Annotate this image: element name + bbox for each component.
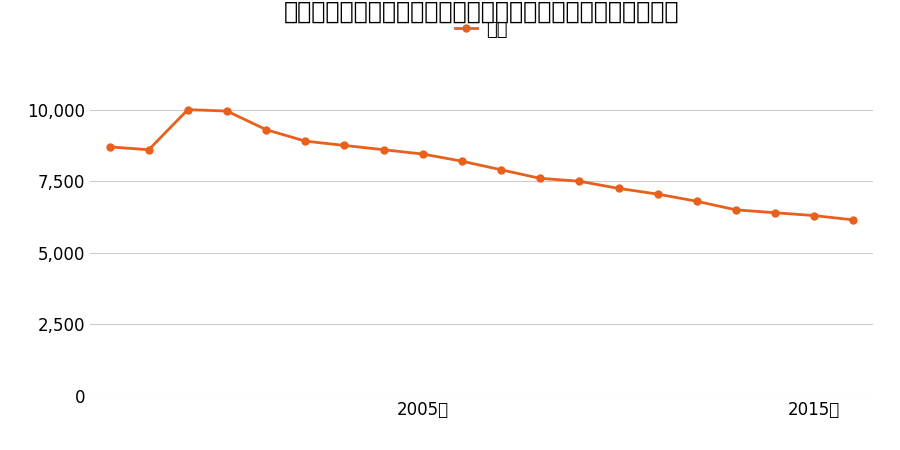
Legend: 価格: 価格 [455, 21, 508, 39]
価格 [613, 186, 624, 191]
価格 [104, 144, 115, 149]
価格 [261, 127, 272, 132]
価格 [378, 147, 389, 153]
価格 [418, 151, 428, 157]
価格 [339, 143, 350, 148]
価格 [691, 198, 702, 204]
Title: 熊本県球磨郡錦町大字一武狩政下２５７７番１３外の地価推移: 熊本県球磨郡錦町大字一武狩政下２５７７番１３外の地価推移 [284, 0, 680, 23]
価格 [535, 176, 545, 181]
価格 [183, 107, 194, 112]
価格 [496, 167, 507, 172]
価格 [456, 158, 467, 164]
価格 [574, 179, 585, 184]
価格 [770, 210, 780, 216]
Line: 価格: 価格 [106, 106, 857, 223]
価格 [221, 108, 232, 114]
価格 [300, 139, 310, 144]
価格 [809, 213, 820, 218]
価格 [652, 191, 663, 197]
価格 [731, 207, 742, 212]
価格 [143, 147, 154, 153]
価格 [848, 217, 859, 223]
